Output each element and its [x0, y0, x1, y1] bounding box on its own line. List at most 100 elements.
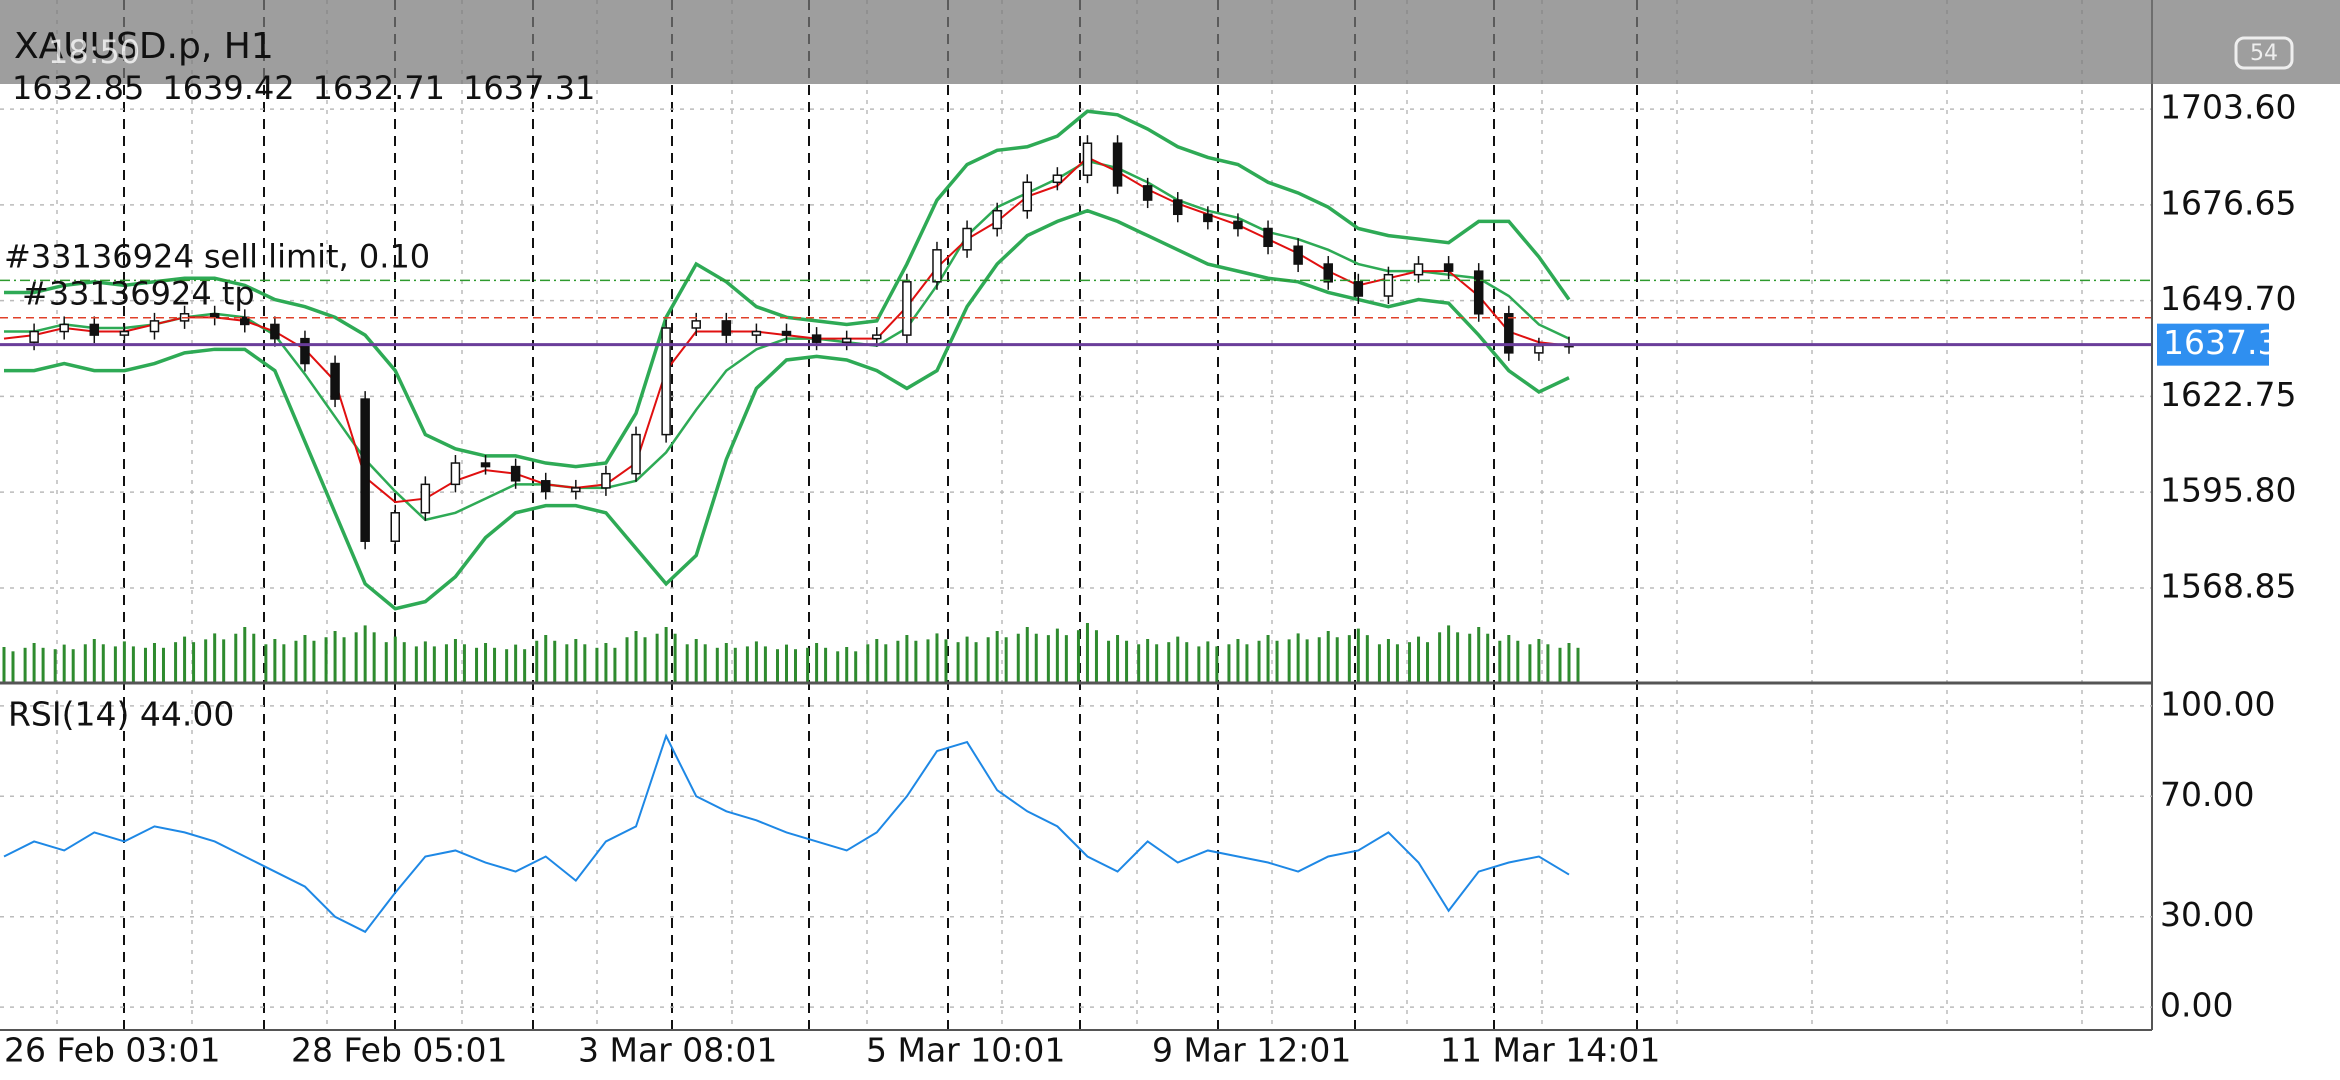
volume-bar — [71, 649, 75, 683]
volume-bar — [243, 627, 247, 683]
volume-bar — [1477, 627, 1481, 683]
volume-bar — [174, 642, 178, 683]
volume-bar — [1347, 635, 1351, 683]
volume-bar — [1417, 636, 1421, 683]
volume-bar — [204, 639, 208, 683]
volume-bar — [131, 646, 135, 683]
candle-body — [1534, 345, 1544, 354]
volume-bar — [673, 633, 677, 683]
volume-bar — [694, 639, 698, 683]
volume-bar — [1426, 642, 1430, 683]
volume-bar — [1287, 639, 1291, 683]
candle-body — [601, 472, 611, 489]
volume-bar — [655, 633, 659, 683]
volume-bar — [794, 649, 797, 683]
candle-body — [450, 462, 461, 486]
volume-bar — [944, 639, 948, 683]
volume-bar — [264, 644, 268, 683]
candle-body — [1022, 181, 1033, 212]
volume-bar — [324, 637, 328, 683]
volume-bar — [1146, 639, 1150, 683]
candle-body — [1383, 273, 1394, 297]
x-tick-label: 3 Mar 08:01 — [578, 1031, 777, 1070]
volume-bar — [273, 639, 277, 683]
volume-bar — [574, 639, 578, 683]
volume-bar — [1094, 630, 1098, 683]
volume-bar — [484, 643, 488, 683]
volume-bar — [101, 644, 105, 683]
volume-bar — [1275, 640, 1279, 683]
volume-bar — [222, 639, 226, 683]
volume-bar — [1528, 644, 1532, 683]
volume-bar — [23, 647, 27, 683]
candle-body — [1504, 313, 1514, 354]
candle-body — [360, 398, 370, 542]
ohlc-value: 1632.71 — [313, 69, 445, 107]
volume-bar — [836, 651, 840, 683]
status-bar — [0, 0, 2340, 84]
volume-bar — [1296, 633, 1300, 683]
rsi-tick-label: 70.00 — [2160, 775, 2254, 814]
volume-bar — [152, 643, 156, 683]
candle-body — [1413, 263, 1424, 276]
candle-body — [119, 330, 130, 336]
volume-bar — [896, 640, 900, 683]
volume-bar — [995, 631, 999, 683]
volume-bar — [643, 637, 647, 683]
volume-bar — [1365, 635, 1369, 683]
candle-body — [1173, 199, 1183, 216]
volume-bar — [505, 649, 509, 683]
volume-bar — [1546, 644, 1550, 683]
volume-bar — [565, 644, 569, 683]
volume-bar — [1266, 635, 1270, 683]
price-tick-label: 1676.65 — [2160, 183, 2296, 222]
volume-bar — [312, 640, 316, 683]
candle-body — [480, 462, 491, 468]
volume-bar — [1116, 635, 1120, 683]
volume-bar — [1326, 631, 1330, 683]
volume-bar — [1486, 633, 1490, 683]
volume-bar — [354, 632, 358, 683]
volume-bar — [926, 639, 930, 683]
volume-bar — [986, 637, 990, 683]
volume-bar — [724, 643, 728, 683]
rsi-tick-label: 0.00 — [2160, 986, 2233, 1025]
volume-bar — [41, 647, 45, 683]
volume-bar — [1236, 639, 1240, 683]
price-tick-label: 1649.70 — [2160, 279, 2296, 318]
candle-body — [270, 323, 280, 340]
volume-bar — [342, 637, 346, 683]
volume-bar — [733, 647, 737, 683]
volume-bar — [252, 633, 256, 683]
volume-bar — [2, 647, 6, 683]
volume-bar — [1447, 625, 1451, 683]
volume-bar — [1107, 640, 1111, 683]
candle-body — [1263, 227, 1273, 248]
candle-body — [751, 330, 762, 336]
candle-body — [1293, 245, 1303, 265]
volume-bar — [1055, 628, 1059, 683]
volume-bar — [1064, 635, 1068, 683]
candle-body — [962, 227, 972, 251]
volume-bar — [1197, 646, 1201, 683]
volume-bar — [884, 644, 888, 683]
volume-bar — [875, 639, 879, 683]
candle-body — [420, 483, 431, 514]
volume-bar — [1085, 623, 1089, 683]
volume-bar — [1076, 630, 1080, 683]
battery-level: 54 — [2250, 41, 2278, 66]
volume-bar — [363, 625, 367, 683]
candle-body — [209, 313, 220, 319]
candle-body — [1082, 142, 1093, 176]
volume-bar — [1227, 644, 1231, 683]
volume-bar — [815, 643, 819, 683]
volume-bar — [776, 649, 779, 683]
candle-body — [390, 512, 400, 542]
volume-bar — [475, 647, 479, 683]
rsi-line — [3, 733, 1570, 934]
volume-bar — [92, 639, 96, 683]
volume-bar — [1498, 640, 1502, 683]
volume-bar — [514, 644, 518, 683]
order-label: #33136924 tp — [22, 275, 255, 313]
volume-bar — [1408, 642, 1412, 683]
